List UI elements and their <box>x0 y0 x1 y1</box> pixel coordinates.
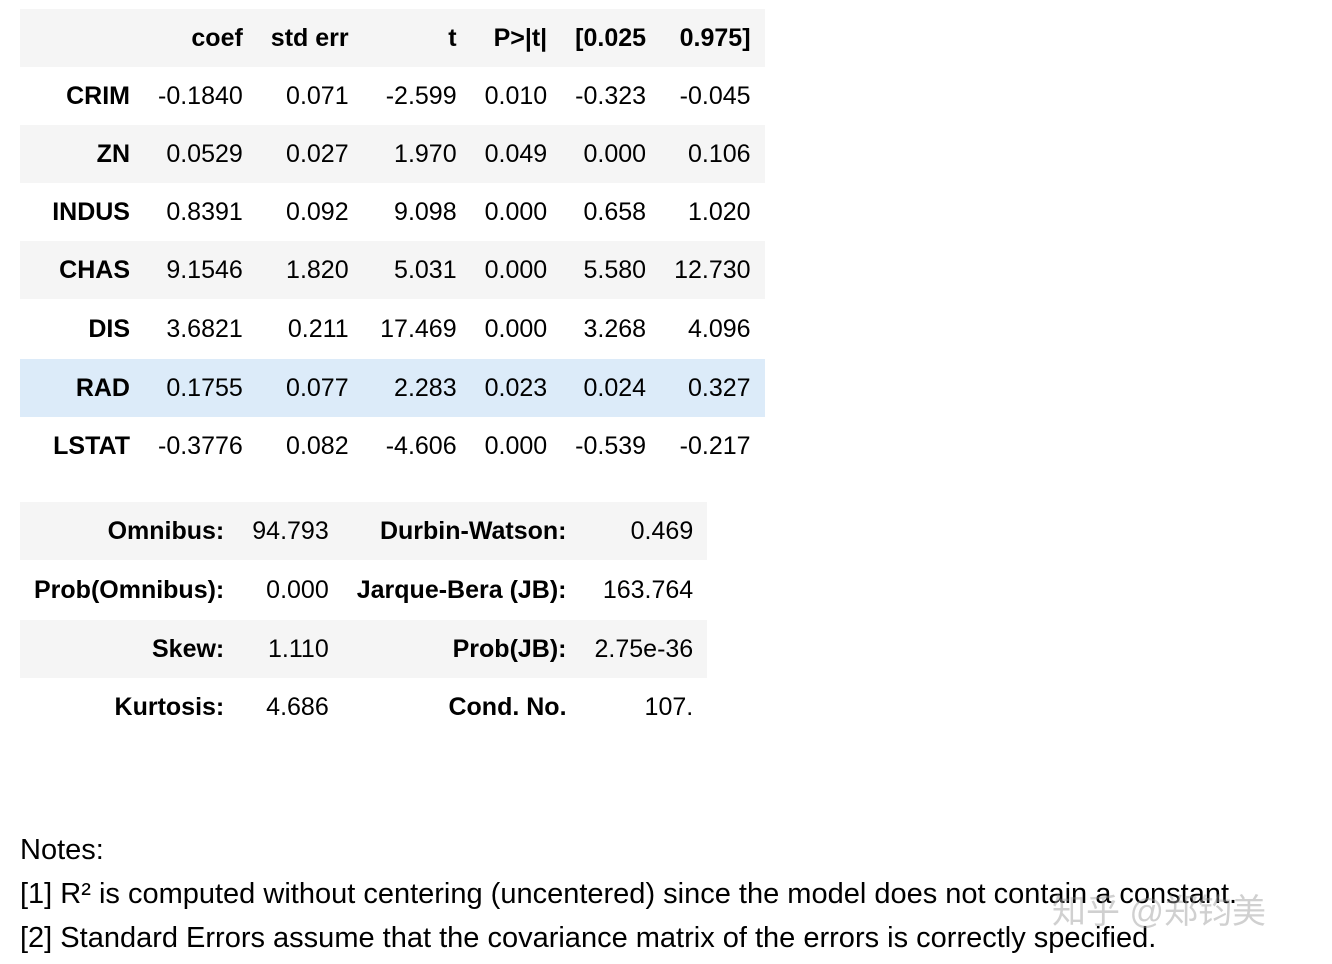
cell-ci-upper: 4.096 <box>687 314 751 343</box>
cell-ci-lower: -0.323 <box>575 81 647 110</box>
note-line: [2] Standard Errors assume that the cova… <box>20 922 1157 954</box>
table-row: CRIM -0.1840 0.071 -2.599 0.010 -0.323 -… <box>20 67 765 125</box>
table-row: INDUS 0.8391 0.092 9.098 0.000 0.658 1.0… <box>20 183 765 241</box>
header-p-value: P>|t| <box>493 23 548 52</box>
stat-value: 107. <box>644 692 694 721</box>
cell-ci-upper: -0.045 <box>679 81 751 110</box>
cell-coef: 0.8391 <box>166 197 243 226</box>
cell-p-value: 0.000 <box>484 431 548 460</box>
cell-ci-upper: 0.106 <box>687 139 751 168</box>
header-blank <box>20 9 144 67</box>
diagnostics-table: Omnibus: 94.793 Durbin-Watson: 0.469 Pro… <box>20 502 708 736</box>
cell-std-err: 0.211 <box>287 314 349 343</box>
cell-t: 2.283 <box>394 373 457 402</box>
row-label: CHAS <box>59 255 130 284</box>
stat-label: Skew: <box>152 634 225 663</box>
cell-ci-lower: 3.268 <box>583 314 647 343</box>
cell-std-err: 0.092 <box>286 197 349 226</box>
row-label: DIS <box>88 314 130 343</box>
cell-p-value: 0.000 <box>484 255 548 284</box>
cell-ci-lower: 5.580 <box>583 255 647 284</box>
table-row-highlighted[interactable]: RAD 0.1755 0.077 2.283 0.023 0.024 0.327 <box>20 359 765 417</box>
cell-t: -2.599 <box>385 81 457 110</box>
cell-ci-lower: 0.000 <box>583 139 647 168</box>
table-row: LSTAT -0.3776 0.082 -4.606 0.000 -0.539 … <box>20 417 765 475</box>
stat-label: Prob(JB): <box>452 634 567 663</box>
cell-t: 1.970 <box>394 139 457 168</box>
stat-label: Omnibus: <box>107 516 225 545</box>
cell-p-value: 0.049 <box>484 139 548 168</box>
stat-value: 0.469 <box>630 516 694 545</box>
cell-coef: 0.1755 <box>166 373 243 402</box>
row-label: INDUS <box>52 197 130 226</box>
stat-label: Prob(Omnibus): <box>34 575 225 604</box>
table-row: Prob(Omnibus): 0.000 Jarque-Bera (JB): 1… <box>20 560 707 620</box>
stat-value: 94.793 <box>252 516 329 545</box>
cell-std-err: 0.027 <box>286 139 349 168</box>
cell-ci-lower: -0.539 <box>575 431 647 460</box>
cell-p-value: 0.000 <box>484 314 548 343</box>
stat-value: 1.110 <box>268 634 329 663</box>
cell-ci-upper: 1.020 <box>687 197 751 226</box>
table-row: ZN 0.0529 0.027 1.970 0.049 0.000 0.106 <box>20 125 765 183</box>
stat-value: 4.686 <box>266 692 329 721</box>
cell-coef: 0.0529 <box>166 139 243 168</box>
stat-value: 163.764 <box>602 575 694 604</box>
table-row: CHAS 9.1546 1.820 5.031 0.000 5.580 12.7… <box>20 241 765 299</box>
notes-section: Notes: [1] R² is computed without center… <box>20 828 1237 960</box>
cell-p-value: 0.023 <box>484 373 548 402</box>
row-label: RAD <box>75 373 130 402</box>
header-ci-upper: 0.975] <box>679 23 751 52</box>
stat-label: Durbin-Watson: <box>379 516 567 545</box>
stat-value: 2.75e-36 <box>594 634 694 663</box>
cell-std-err: 0.077 <box>286 373 349 402</box>
header-ci-lower: [0.025 <box>575 23 647 52</box>
table-row: Omnibus: 94.793 Durbin-Watson: 0.469 <box>20 502 708 560</box>
cell-coef: 3.6821 <box>166 314 243 343</box>
cell-std-err: 0.082 <box>286 431 349 460</box>
cell-ci-upper: 0.327 <box>687 373 751 402</box>
cell-coef: 9.1546 <box>166 255 243 284</box>
cell-ci-upper: -0.217 <box>679 431 751 460</box>
cell-t: 17.469 <box>380 314 457 343</box>
cell-t: -4.606 <box>385 431 457 460</box>
cell-ci-lower: 0.024 <box>583 373 647 402</box>
cell-t: 5.031 <box>394 255 457 284</box>
cell-p-value: 0.000 <box>484 197 548 226</box>
row-label: LSTAT <box>53 431 130 460</box>
stat-label: Kurtosis: <box>114 692 225 721</box>
cell-t: 9.098 <box>394 197 457 226</box>
table-row: Skew: 1.110 Prob(JB): 2.75e-36 <box>20 620 708 678</box>
coefficient-table: coef std err t P>|t| [0.025 0.975] CRIM … <box>20 9 765 475</box>
table-row: DIS 3.6821 0.211 17.469 0.000 3.268 4.09… <box>20 299 765 359</box>
row-label: ZN <box>96 139 130 168</box>
header-t: t <box>448 23 457 52</box>
stat-label: Cond. No. <box>448 692 567 721</box>
cell-coef: -0.3776 <box>158 431 243 460</box>
header-std-err: std err <box>270 23 349 52</box>
note-line: [1] R² is computed without centering (un… <box>20 878 1238 910</box>
cell-coef: -0.1840 <box>158 81 243 110</box>
cell-std-err: 0.071 <box>286 81 349 110</box>
cell-ci-lower: 0.658 <box>583 197 647 226</box>
table-row: Kurtosis: 4.686 Cond. No. 107. <box>20 678 707 736</box>
stat-label: Jarque-Bera (JB): <box>356 575 567 604</box>
notes-title: Notes: <box>20 834 104 866</box>
header-coef: coef <box>191 23 243 52</box>
row-label: CRIM <box>66 81 130 110</box>
cell-p-value: 0.010 <box>484 81 548 110</box>
cell-ci-upper: 12.730 <box>674 255 751 284</box>
coef-header-row: coef std err t P>|t| [0.025 0.975] <box>20 9 765 67</box>
cell-std-err: 1.820 <box>286 255 349 284</box>
stat-value: 0.000 <box>266 575 329 604</box>
